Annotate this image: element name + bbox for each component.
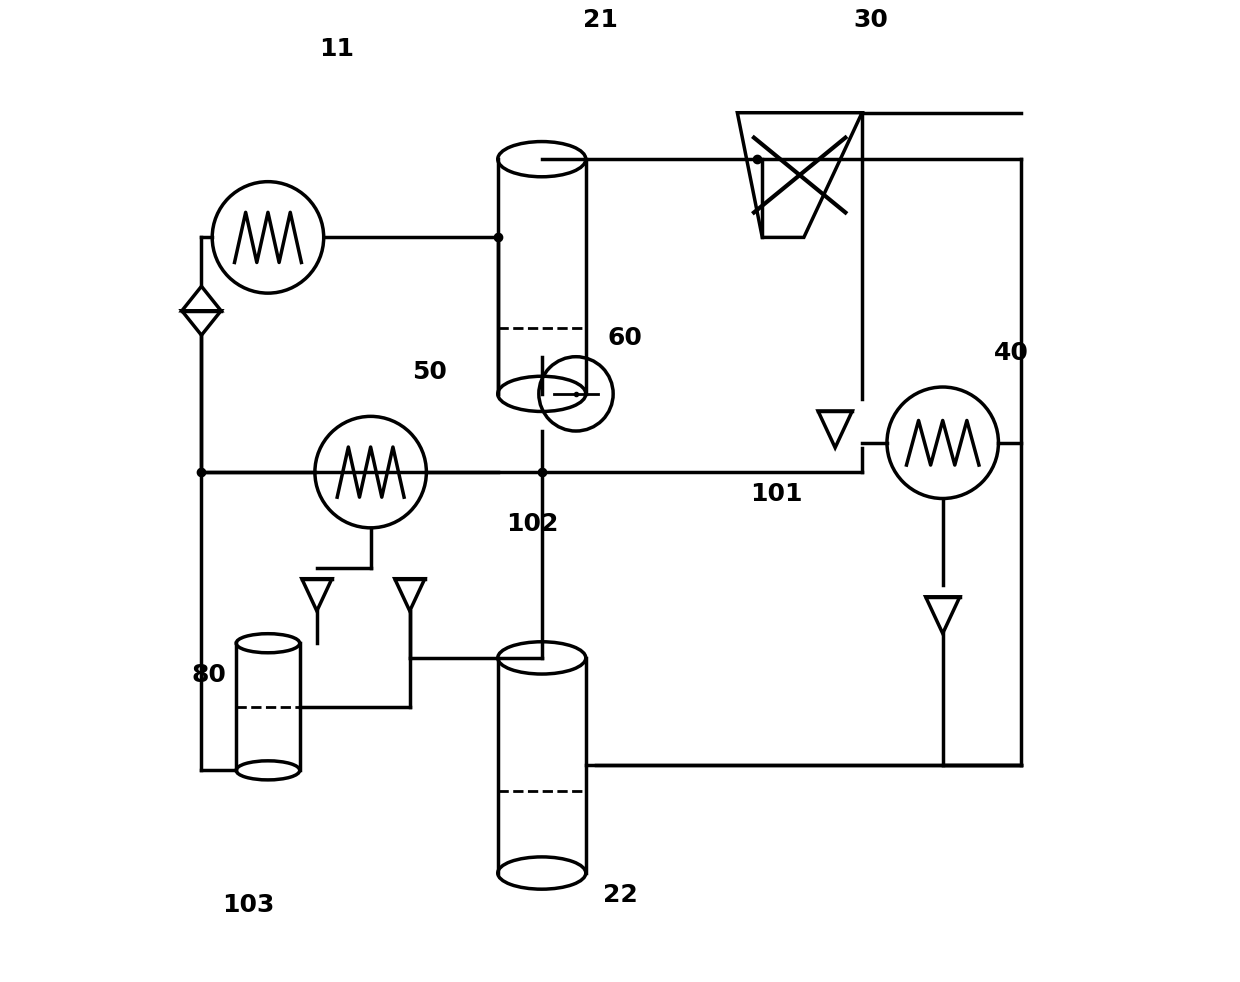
Text: 60: 60 (608, 326, 642, 350)
Text: 101: 101 (750, 482, 802, 507)
Polygon shape (394, 578, 425, 611)
Ellipse shape (497, 376, 585, 411)
Text: 80: 80 (192, 663, 227, 687)
Text: 30: 30 (853, 8, 888, 32)
Ellipse shape (497, 857, 585, 889)
Ellipse shape (236, 761, 300, 780)
Text: 21: 21 (583, 8, 618, 32)
Text: 22: 22 (603, 883, 637, 907)
Polygon shape (182, 287, 221, 310)
Text: 40: 40 (993, 341, 1029, 364)
Text: 11: 11 (319, 37, 353, 62)
Polygon shape (182, 310, 221, 335)
Text: 50: 50 (412, 360, 446, 384)
Polygon shape (301, 578, 332, 611)
Text: 102: 102 (506, 512, 558, 535)
Polygon shape (818, 411, 852, 448)
Polygon shape (925, 597, 960, 633)
Text: 103: 103 (222, 893, 274, 917)
